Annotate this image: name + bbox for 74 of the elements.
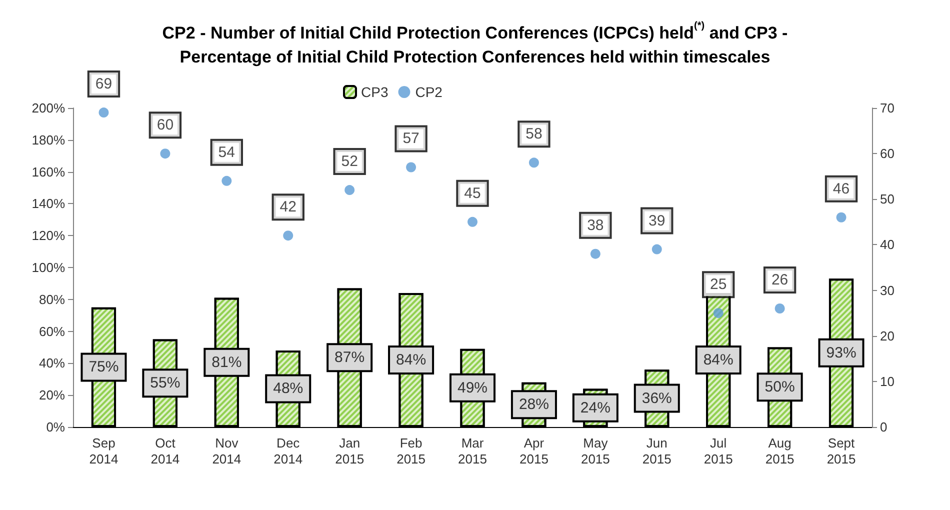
x-tick-label: Sept 2015: [826, 436, 856, 466]
y-tick-label: 80%: [38, 292, 66, 307]
point: [468, 216, 478, 227]
y2-tick-label: 10: [880, 374, 894, 389]
data-label: 38: [587, 216, 604, 234]
point: [590, 248, 600, 259]
x-tick-label: Jan 2015: [335, 436, 364, 466]
data-label: 58: [526, 126, 542, 143]
point: [652, 244, 662, 254]
data-label: 75%: [88, 358, 119, 376]
data-label: 28%: [518, 396, 549, 414]
y-tick-label: 160%: [32, 164, 66, 180]
y2-tick-label: 20: [880, 328, 894, 344]
y-tick-label: 100%: [32, 260, 66, 275]
data-label: 60: [156, 116, 174, 134]
data-label: 25: [710, 276, 727, 294]
y-tick-label: 0%: [46, 420, 66, 434]
data-label: 36%: [642, 390, 672, 407]
legend-label: CP2: [415, 84, 443, 100]
data-label: 50%: [764, 378, 795, 396]
y-tick-label: 180%: [32, 132, 66, 148]
data-label: 54: [218, 144, 235, 161]
y2-tick-label: 50: [880, 192, 894, 207]
data-label: 55%: [150, 374, 180, 392]
point: [836, 212, 846, 222]
data-label: 69: [95, 76, 112, 93]
y2-tick-label: 60: [880, 146, 894, 162]
y-tick-label: 60%: [38, 324, 66, 339]
y2-tick-label: 0: [880, 420, 888, 434]
x-tick-label: Feb 2015: [396, 436, 426, 466]
x-tick-label: May 2015: [580, 436, 610, 466]
point: [222, 176, 232, 186]
legend-label: CP3: [361, 84, 388, 100]
data-label: 26: [771, 272, 788, 289]
data-label: 24%: [580, 399, 610, 416]
x-tick-label: Apr 2015: [520, 436, 548, 466]
data-label: 46: [832, 180, 850, 198]
point: [528, 158, 539, 168]
point: [774, 304, 785, 314]
y2-tick-label: 70: [880, 100, 894, 116]
x-tick-label: Jul 2015: [704, 436, 733, 466]
data-label: 93%: [826, 344, 856, 362]
y-tick-label: 20%: [38, 388, 66, 403]
data-label: 52: [341, 153, 358, 170]
data-label: 84%: [396, 352, 426, 369]
y-tick-label: 140%: [32, 196, 66, 212]
x-tick-label: Oct 2014: [150, 436, 180, 466]
point: [160, 148, 170, 159]
x-tick-label: Sep 2014: [89, 436, 118, 466]
x-tick-label: Mar 2015: [458, 436, 487, 466]
data-label: 45: [464, 184, 481, 202]
point: [713, 308, 724, 318]
point: [344, 185, 355, 196]
x-tick-label: Aug 2015: [765, 436, 794, 466]
x-tick-label: Nov 2014: [212, 436, 242, 466]
point: [98, 108, 109, 118]
data-label: 81%: [212, 354, 242, 371]
y-tick-label: 40%: [38, 356, 66, 371]
data-label: 87%: [334, 349, 365, 366]
data-label: 39: [648, 212, 666, 230]
y2-tick-label: 40: [880, 237, 894, 252]
x-tick-label: Dec 2014: [274, 436, 303, 466]
data-label: 57: [402, 130, 420, 148]
data-label: 49%: [457, 379, 488, 396]
y-tick-label: 200%: [32, 100, 66, 116]
x-tick-label: Jun 2015: [642, 436, 672, 466]
point: [283, 230, 294, 241]
chart-title: CP2 - Number of Initial Child Protection Conferences (ICPCs) held(*) and CP3 - Percentage of Initial Child Protection Conferences held within timescales: [162, 20, 788, 66]
y2-tick-label: 30: [880, 282, 894, 298]
y-tick-label: 120%: [32, 228, 66, 244]
data-label: 84%: [703, 352, 734, 369]
point: [406, 162, 416, 172]
data-label: 48%: [273, 380, 304, 398]
data-label: 42: [280, 198, 296, 216]
